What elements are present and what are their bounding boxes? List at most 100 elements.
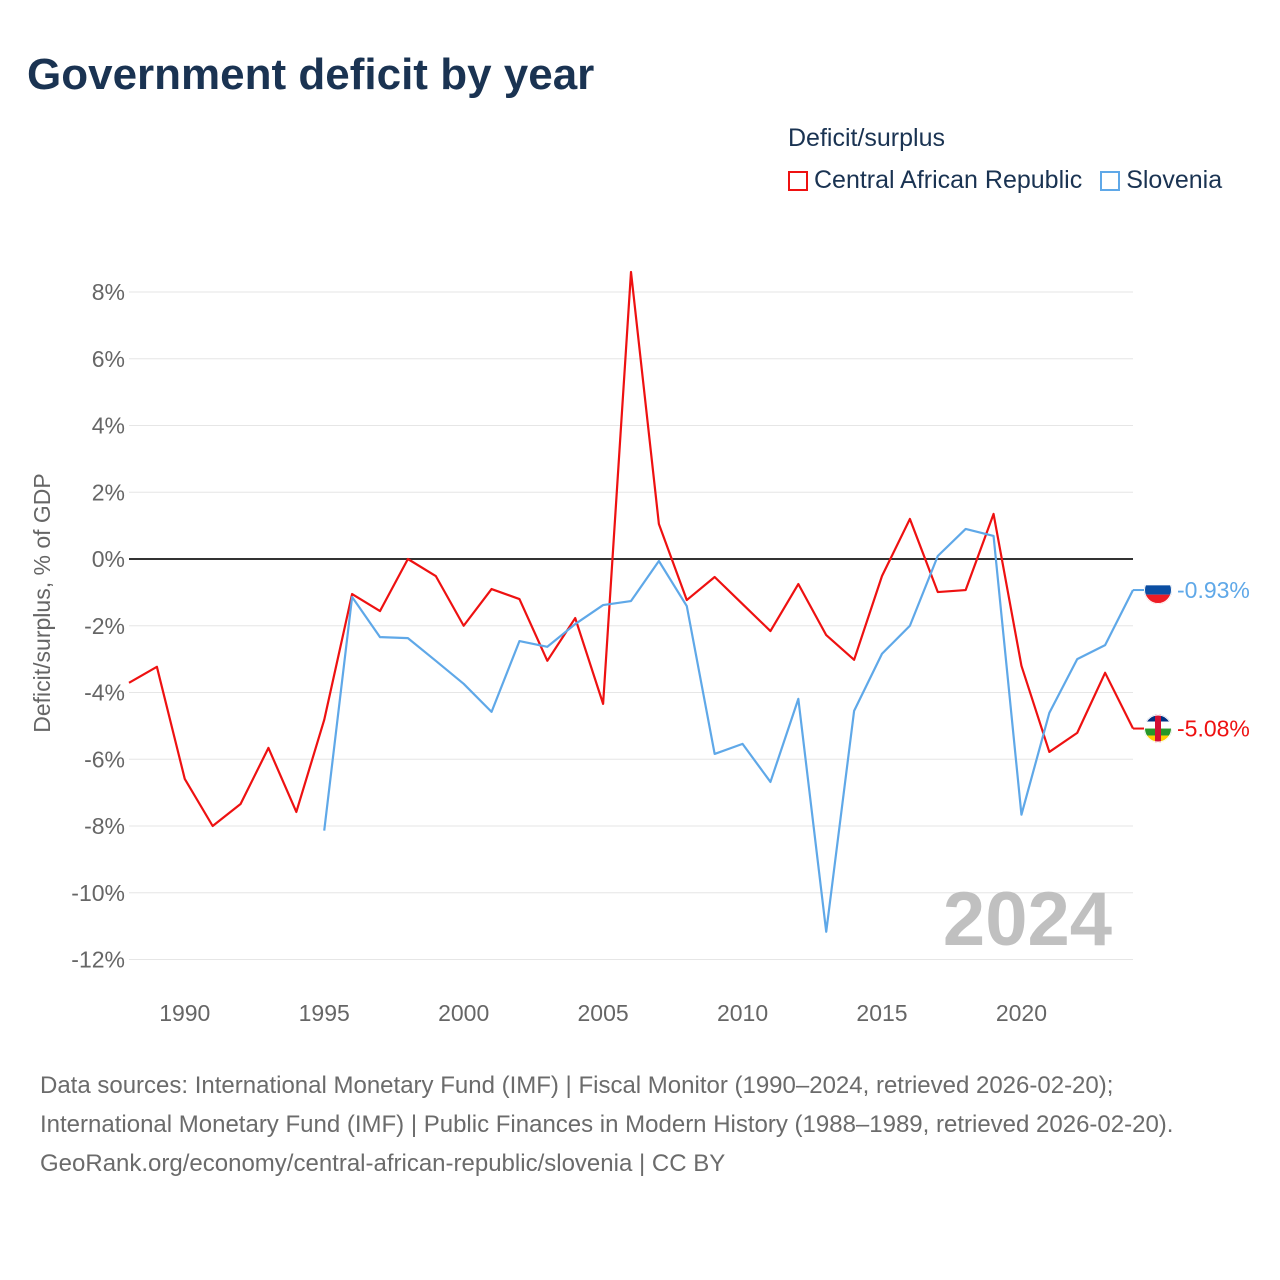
y-tick-label: 8%: [92, 279, 125, 305]
data-point[interactable]: [210, 823, 216, 829]
data-point[interactable]: [600, 701, 606, 707]
data-point[interactable]: [963, 526, 969, 532]
data-point[interactable]: [293, 809, 299, 815]
car-flag-icon: [1144, 714, 1172, 743]
y-tick-label: 2%: [92, 479, 125, 505]
data-point[interactable]: [349, 594, 355, 600]
data-point[interactable]: [377, 634, 383, 640]
data-point[interactable]: [1074, 730, 1080, 736]
credit-link[interactable]: GeoRank.org/economy/central-african-repu…: [40, 1150, 726, 1177]
data-point[interactable]: [991, 533, 997, 539]
data-point[interactable]: [489, 586, 495, 592]
data-point[interactable]: [740, 741, 746, 747]
data-point[interactable]: [321, 717, 327, 723]
data-point[interactable]: [405, 635, 411, 641]
data-point[interactable]: [461, 623, 467, 629]
data-point[interactable]: [684, 603, 690, 609]
data-point[interactable]: [1102, 670, 1108, 676]
y-axis-label: Deficit/surplus, % of GDP: [29, 473, 55, 732]
data-point[interactable]: [656, 558, 662, 564]
data-point[interactable]: [935, 589, 941, 595]
data-point[interactable]: [851, 708, 857, 714]
x-tick-label: 1995: [299, 1000, 350, 1026]
page-title: Government deficit by year: [27, 50, 595, 99]
data-point[interactable]: [238, 801, 244, 807]
data-point[interactable]: [1074, 656, 1080, 662]
end-value-label: -5.08%: [1177, 716, 1250, 742]
data-point[interactable]: [433, 658, 439, 664]
data-point[interactable]: [656, 521, 662, 527]
legend: Central African Republic Slovenia: [788, 166, 1222, 195]
data-point[interactable]: [377, 608, 383, 614]
data-point[interactable]: [572, 615, 578, 621]
data-point[interactable]: [544, 644, 550, 650]
line-chart: 8% 6% 4% 2% 0% -2% -4% -6% -8% -10% -12% 1990 1995 20…: [29, 269, 1250, 1026]
data-point[interactable]: [823, 632, 829, 638]
data-point[interactable]: [405, 556, 411, 562]
data-point[interactable]: [1018, 663, 1024, 669]
data-point[interactable]: [516, 596, 522, 602]
data-point[interactable]: [1102, 642, 1108, 648]
data-point[interactable]: [321, 828, 327, 834]
data-point[interactable]: [935, 553, 941, 559]
data-point[interactable]: [963, 587, 969, 593]
y-tick-label: -2%: [84, 613, 125, 639]
data-point[interactable]: [879, 573, 885, 579]
x-tick-label: 2005: [578, 1000, 629, 1026]
legend-title: Deficit/surplus: [788, 124, 945, 152]
data-point[interactable]: [126, 680, 132, 686]
y-tick-label: -4%: [84, 680, 125, 706]
series-line-car[interactable]: [128, 270, 1134, 828]
legend-item-car[interactable]: Central African Republic: [788, 166, 1082, 195]
data-point[interactable]: [907, 623, 913, 629]
data-point[interactable]: [433, 573, 439, 579]
data-point[interactable]: [516, 638, 522, 644]
legend-label: Slovenia: [1126, 166, 1223, 194]
y-tick-label: -10%: [71, 880, 125, 906]
data-point[interactable]: [767, 628, 773, 634]
y-tick-label: -12%: [71, 947, 125, 973]
data-point[interactable]: [1046, 710, 1052, 716]
data-sources: Data sources: International Monetary Fun…: [40, 1072, 1174, 1138]
x-tick-label: 2010: [717, 1000, 768, 1026]
data-point[interactable]: [740, 601, 746, 607]
data-point[interactable]: [823, 929, 829, 935]
data-point[interactable]: [600, 602, 606, 608]
y-tick-label: 4%: [92, 413, 125, 439]
y-tick-label: 0%: [92, 546, 125, 572]
series-line-slovenia[interactable]: [323, 527, 1134, 933]
data-point[interactable]: [879, 651, 885, 657]
data-point[interactable]: [907, 516, 913, 522]
data-point[interactable]: [712, 751, 718, 757]
data-point[interactable]: [628, 269, 634, 275]
y-tick-label: 6%: [92, 346, 125, 372]
y-tick-label: -8%: [84, 813, 125, 839]
data-point[interactable]: [712, 574, 718, 580]
data-point[interactable]: [795, 581, 801, 587]
data-point[interactable]: [628, 598, 634, 604]
x-tick-label: 1990: [159, 1000, 210, 1026]
data-point[interactable]: [572, 621, 578, 627]
legend-label: Central African Republic: [814, 166, 1083, 194]
year-watermark: 2024: [943, 877, 1112, 962]
data-point[interactable]: [767, 779, 773, 785]
data-point[interactable]: [1046, 749, 1052, 755]
legend-swatch-car: [788, 170, 808, 191]
data-point[interactable]: [265, 745, 271, 751]
data-point[interactable]: [154, 664, 160, 670]
data-point[interactable]: [795, 696, 801, 702]
x-tick-label: 2000: [438, 1000, 489, 1026]
data-point[interactable]: [544, 658, 550, 664]
data-point[interactable]: [489, 709, 495, 715]
data-point[interactable]: [461, 681, 467, 687]
legend-item-slovenia[interactable]: Slovenia: [1100, 166, 1222, 195]
data-point[interactable]: [1018, 812, 1024, 818]
x-tick-label: 2020: [996, 1000, 1047, 1026]
data-point[interactable]: [851, 657, 857, 663]
data-point[interactable]: [991, 511, 997, 517]
end-value-label: -0.93%: [1177, 577, 1250, 603]
legend-swatch-slovenia: [1100, 170, 1121, 191]
data-point[interactable]: [182, 776, 188, 782]
x-tick-label: 2015: [856, 1000, 907, 1026]
